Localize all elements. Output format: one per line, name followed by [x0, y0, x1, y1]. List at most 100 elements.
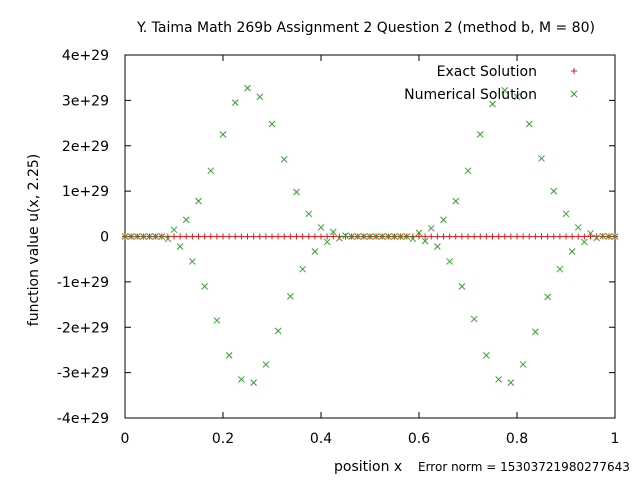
numerical-point	[415, 229, 423, 237]
numerical-point	[164, 235, 172, 243]
legend-marker-numerical	[570, 90, 578, 98]
exact-point	[330, 233, 337, 240]
numerical-point	[287, 293, 294, 300]
exact-point	[495, 233, 502, 240]
exact-point	[416, 233, 422, 240]
exact-point	[440, 233, 447, 240]
chart-title: Y. Taima Math 269b Assignment 2 Question…	[136, 20, 595, 36]
exact-point	[244, 233, 251, 240]
exact-point	[305, 233, 312, 240]
numerical-point	[525, 120, 533, 128]
y-tick-label: -1e+29	[57, 275, 109, 291]
numerical-point	[268, 120, 276, 128]
numerical-point	[391, 233, 398, 240]
numerical-point	[544, 293, 551, 301]
numerical-point	[458, 283, 466, 290]
series-0	[122, 233, 618, 240]
numerical-point	[483, 352, 490, 359]
numerical-point	[372, 233, 380, 240]
numerical-point	[581, 238, 588, 246]
numerical-point	[195, 197, 202, 205]
exact-point	[195, 233, 202, 240]
exact-point	[213, 233, 220, 240]
exact-point	[593, 233, 600, 240]
numerical-point	[238, 376, 245, 383]
numerical-point	[593, 234, 600, 242]
series-1	[121, 84, 619, 386]
numerical-point	[348, 233, 355, 240]
numerical-point	[293, 188, 300, 196]
numerical-point	[231, 99, 239, 106]
numerical-point	[489, 100, 496, 108]
numerical-point	[605, 233, 613, 240]
exact-point	[501, 233, 508, 240]
numerical-point	[201, 283, 208, 290]
numerical-point	[550, 187, 558, 195]
exact-point	[201, 233, 208, 240]
x-tick-label: 0	[121, 431, 130, 447]
y-tick-label: 0	[100, 230, 109, 246]
exact-point	[299, 233, 306, 240]
numerical-point	[189, 258, 196, 265]
exact-point	[587, 233, 594, 240]
exact-point	[575, 233, 582, 240]
numerical-point	[507, 379, 515, 386]
exact-point	[275, 233, 282, 240]
exact-point	[514, 233, 520, 240]
numerical-point	[360, 233, 368, 240]
exact-point	[311, 233, 318, 240]
exact-point	[446, 233, 453, 240]
y-tick-label: 4e+29	[62, 48, 109, 64]
numerical-point	[250, 379, 257, 386]
numerical-point	[434, 243, 441, 250]
exact-point	[489, 233, 496, 240]
numerical-point	[464, 167, 472, 175]
exact-point	[550, 233, 557, 240]
numerical-point	[378, 233, 386, 240]
x-tick-label: 0.8	[506, 431, 528, 447]
x-tick-label: 0.2	[212, 431, 234, 447]
exact-point	[171, 233, 177, 240]
numerical-point	[170, 226, 178, 234]
numerical-point	[219, 131, 227, 138]
exact-point	[477, 233, 484, 240]
axis-ticks: 0 0.2 0.4 0.6 0.8 1 -4e+29 -3e+29 -2e+29 -1e+29 0 1…	[57, 48, 620, 447]
exact-point	[189, 233, 196, 240]
numerical-point	[152, 233, 159, 240]
exact-point	[563, 233, 569, 240]
numerical-point	[207, 167, 215, 175]
numerical-point	[366, 233, 374, 240]
exact-point	[287, 233, 294, 240]
exact-point	[520, 233, 527, 240]
y-tick-label: -2e+29	[57, 320, 109, 336]
exact-point	[465, 233, 471, 240]
numerical-point	[133, 233, 141, 240]
numerical-point	[495, 376, 502, 383]
numerical-point	[311, 248, 319, 255]
exact-point	[556, 233, 563, 240]
exact-point	[293, 233, 300, 240]
numerical-point	[244, 84, 251, 92]
exact-point	[471, 233, 478, 240]
numerical-point	[256, 93, 264, 101]
numerical-point	[317, 224, 325, 231]
numerical-point	[599, 232, 607, 240]
exact-point	[428, 233, 435, 240]
numerical-point	[140, 233, 147, 240]
numerical-point	[182, 216, 190, 224]
numerical-point	[556, 265, 564, 273]
x-tick-label: 1	[611, 431, 620, 447]
numerical-point	[121, 233, 129, 240]
legend-label-exact: Exact Solution	[437, 64, 537, 80]
numerical-point	[532, 328, 539, 336]
exact-point	[538, 233, 545, 240]
numerical-point	[421, 237, 429, 245]
legend-label-numerical: Numerical Solution	[404, 87, 537, 103]
y-tick-label: -3e+29	[57, 366, 109, 382]
numerical-point	[385, 233, 392, 240]
x-tick-label: 0.6	[408, 431, 430, 447]
exact-point	[238, 233, 245, 240]
exact-point	[262, 233, 269, 240]
exact-point	[532, 233, 539, 240]
